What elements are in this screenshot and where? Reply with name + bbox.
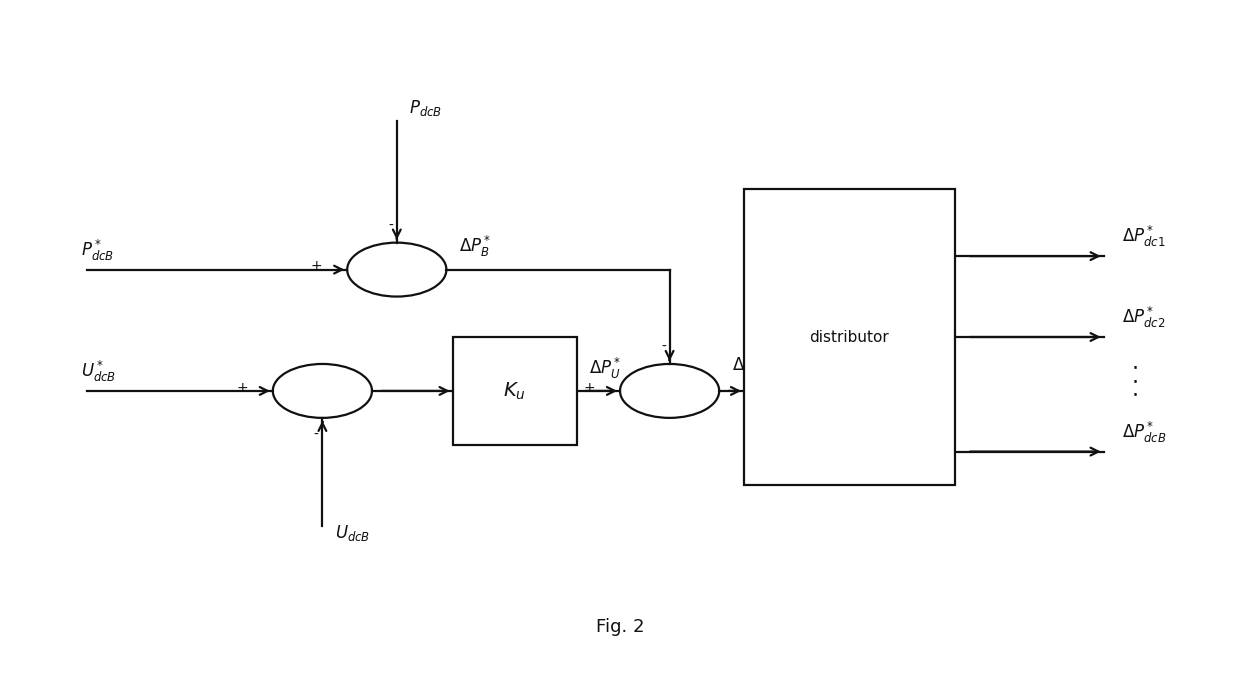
Text: Fig. 2: Fig. 2 — [595, 618, 645, 636]
Text: $\Delta P^*_{dc2}$: $\Delta P^*_{dc2}$ — [1122, 305, 1166, 330]
Text: +: + — [237, 381, 248, 394]
Bar — [453, 337, 577, 445]
Text: +: + — [311, 259, 322, 273]
Text: distributor: distributor — [810, 330, 889, 344]
Text: $P_{dcB}$: $P_{dcB}$ — [409, 98, 443, 118]
Text: $U^*_{dcB}$: $U^*_{dcB}$ — [81, 359, 115, 384]
Text: $\cdot$: $\cdot$ — [1131, 384, 1138, 404]
Text: $K_u$: $K_u$ — [503, 380, 526, 402]
Text: +: + — [584, 381, 595, 394]
Text: $\Delta P^*_B$: $\Delta P^*_B$ — [459, 235, 491, 259]
Text: $\Delta P^*_{grid}$: $\Delta P^*_{grid}$ — [732, 353, 777, 381]
Text: $\Delta P^*_{dc1}$: $\Delta P^*_{dc1}$ — [1122, 224, 1166, 249]
Text: -: - — [314, 428, 319, 442]
Text: $P^*_{dcB}$: $P^*_{dcB}$ — [81, 238, 114, 263]
Bar — [744, 189, 955, 485]
Text: $U_{dcB}$: $U_{dcB}$ — [335, 522, 370, 543]
Text: $\cdot$: $\cdot$ — [1131, 357, 1138, 377]
Text: $\cdot$: $\cdot$ — [1131, 371, 1138, 391]
Text: $\Delta P^*_U$: $\Delta P^*_U$ — [589, 356, 621, 381]
Text: -: - — [661, 340, 666, 354]
Text: -: - — [388, 218, 393, 233]
Text: $\Delta P^*_{dcB}$: $\Delta P^*_{dcB}$ — [1122, 420, 1167, 445]
